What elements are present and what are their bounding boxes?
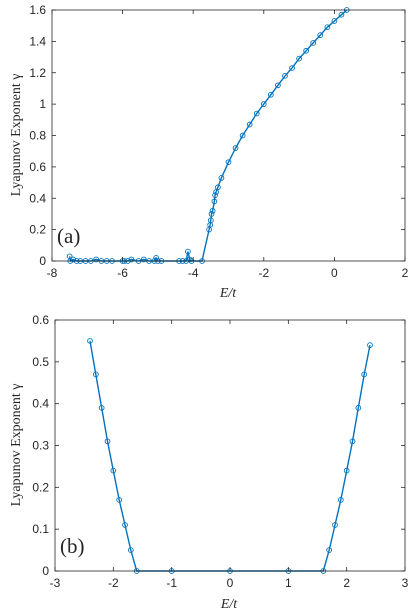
chart-panel-b: -3 -2 -1 0 1 2 3 0 0.1 0.2 0.3 0.4 0.5 0.6 (b) E/t L… xyxy=(9,313,409,612)
chart-a-xlabel: E/t xyxy=(219,286,237,301)
chart-a-data-point xyxy=(225,159,232,166)
chart-a-data-point xyxy=(185,248,191,255)
chart-b-ytick-label: 0.5 xyxy=(32,355,49,369)
chart-a-panel-label: (a) xyxy=(57,224,80,248)
chart-a-data-point xyxy=(317,32,324,38)
chart-b-xtick-label: 0 xyxy=(227,576,234,590)
chart-a-ytick-label: 0 xyxy=(39,254,46,268)
chart-a-ytick-label: 0.4 xyxy=(29,191,46,205)
chart-a-data-point xyxy=(213,189,219,195)
chart-b-data-point xyxy=(104,438,111,445)
chart-a-data-point xyxy=(208,211,215,217)
chart-b-xtick-label: -2 xyxy=(108,576,119,590)
chart-a-data-point xyxy=(338,11,345,18)
chart-b-data-point xyxy=(361,371,368,378)
chart-a-xticks: -8 -6 -4 -2 0 2 xyxy=(47,10,409,280)
chart-a-marks xyxy=(66,7,350,264)
chart-b-xticks: -3 -2 -1 0 1 2 3 xyxy=(50,320,409,590)
chart-b-data-point xyxy=(116,497,123,503)
chart-a-data-point xyxy=(211,198,218,205)
chart-a-axes-box xyxy=(51,9,406,262)
chart-a-data-point xyxy=(289,65,295,71)
chart-a-data-point xyxy=(246,121,253,128)
chart-b-data-point xyxy=(332,522,338,528)
chart-b-data-point xyxy=(92,371,99,378)
chart-a-xtick-label: -4 xyxy=(188,266,199,280)
chart-b-xtick-label: -1 xyxy=(166,576,177,590)
chart-a-data-point xyxy=(303,47,310,54)
chart-a-ytick-label: 1.6 xyxy=(29,3,46,17)
chart-b-data-point xyxy=(367,342,373,348)
chart-b-ytick-label: 0.2 xyxy=(32,480,49,494)
chart-a-xtick-label: -6 xyxy=(117,266,128,280)
chart-a-data-point xyxy=(253,110,260,117)
chart-a-data-point xyxy=(128,256,135,263)
chart-a-data-point xyxy=(218,175,225,181)
chart-b-xtick-label: 2 xyxy=(343,576,350,590)
chart-a-ytick-label: 1.2 xyxy=(29,66,46,80)
chart-b-xlabel: E/t xyxy=(220,597,238,612)
chart-a-data-point xyxy=(212,192,218,198)
chart-a-xtick-label: 0 xyxy=(331,266,338,280)
chart-panel-a: -8 -6 -4 -2 0 2 0 0.2 0.4 0.6 0.8 1 1.2 1.4 1.6 (a) E… xyxy=(9,3,409,301)
chart-a-yticks: 0 0.2 0.4 0.6 0.8 1 1.2 1.4 1.6 xyxy=(29,3,405,268)
chart-a-data-point xyxy=(208,217,214,224)
chart-a-data-point xyxy=(186,256,193,263)
chart-b-xtick-label: 3 xyxy=(402,576,409,590)
chart-a-data-point xyxy=(209,207,216,214)
chart-a-data-point xyxy=(260,101,267,107)
chart-b-data-point xyxy=(98,405,105,411)
chart-b-ytick-label: 0.1 xyxy=(32,522,49,536)
chart-a-data-point xyxy=(239,132,246,139)
chart-a-xtick-label: -2 xyxy=(258,266,269,280)
chart-b-data-point xyxy=(349,438,356,445)
chart-a-data-point xyxy=(282,73,288,79)
chart-b-data-point xyxy=(110,467,117,474)
chart-a-ytick-label: 0.2 xyxy=(29,223,46,237)
chart-a-xtick-label: -8 xyxy=(47,266,58,280)
chart-a-data-point xyxy=(215,184,221,191)
chart-b-yticks: 0 0.1 0.2 0.3 0.4 0.5 0.6 xyxy=(32,313,405,578)
chart-a-data-point xyxy=(331,18,338,24)
chart-b-xtick-label: -3 xyxy=(50,576,61,590)
chart-b-marks xyxy=(87,338,373,574)
chart-b-ytick-label: 0.6 xyxy=(32,313,49,327)
chart-b-data-point xyxy=(355,405,362,411)
chart-b-ylabel: Lyapunov Exponent γ xyxy=(9,384,24,507)
chart-b-data-point xyxy=(343,467,350,474)
chart-b-ytick-label: 0.4 xyxy=(32,397,49,411)
chart-a-data-point xyxy=(275,82,281,89)
chart-a-data-point xyxy=(93,256,99,263)
chart-b-data-point xyxy=(326,547,333,553)
chart-a-ytick-label: 0.8 xyxy=(29,129,46,143)
chart-b-data-point xyxy=(87,338,93,344)
chart-a-data-point xyxy=(324,24,331,31)
chart-a-data-point xyxy=(232,145,239,151)
chart-b-ytick-label: 0 xyxy=(42,564,49,578)
chart-a-data-point xyxy=(310,40,317,46)
chart-a-data-point xyxy=(296,55,302,62)
chart-b-data-point xyxy=(127,547,134,553)
chart-b-ytick-label: 0.3 xyxy=(32,439,49,453)
chart-b-axes-box xyxy=(54,319,406,572)
chart-b-xtick-label: 1 xyxy=(285,576,292,590)
chart-b-data-point xyxy=(122,522,128,528)
chart-a-ytick-label: 1 xyxy=(39,97,46,111)
chart-a-data-point xyxy=(140,256,147,263)
chart-a-ylabel: Lyapunov Exponent γ xyxy=(9,74,24,197)
chart-a-ytick-label: 1.4 xyxy=(29,34,46,48)
chart-a-data-point xyxy=(70,256,77,263)
chart-a-xtick-label: 2 xyxy=(402,266,409,280)
chart-a-data-point xyxy=(153,255,159,261)
chart-b-series-line xyxy=(89,340,371,572)
chart-b-panel-label: (b) xyxy=(60,534,85,558)
chart-a-data-point xyxy=(268,91,274,98)
chart-a-ytick-label: 0.6 xyxy=(29,160,46,174)
chart-b-data-point xyxy=(337,497,344,503)
